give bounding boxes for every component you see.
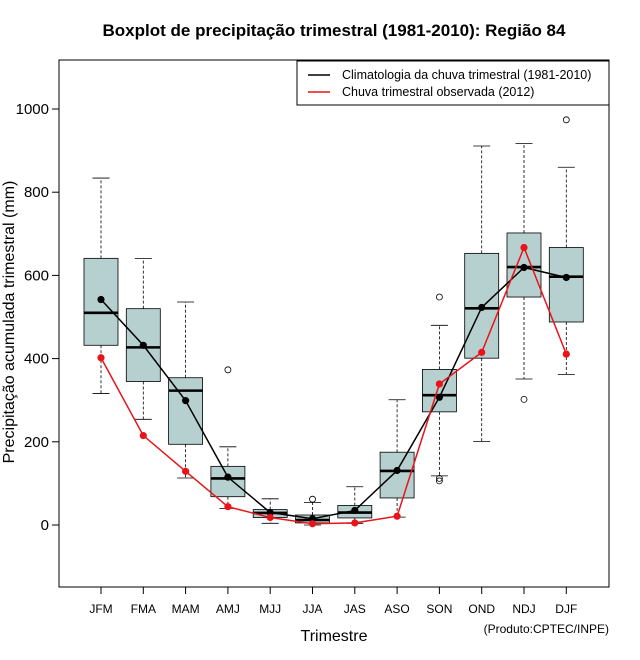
x-tick-label: ASO <box>384 602 409 616</box>
outlier-point <box>520 395 528 403</box>
series-point <box>224 473 232 481</box>
series-line <box>100 245 567 525</box>
box-body <box>210 465 246 498</box>
box-body <box>379 451 415 499</box>
legend-entry-label: Chuva trimestral observada (2012) <box>342 85 534 99</box>
y-tick-label: 1000 <box>16 101 49 118</box>
x-tick-label: SON <box>426 602 452 616</box>
box-fma <box>125 257 161 420</box>
box-body <box>168 377 204 445</box>
series-point <box>562 350 570 358</box>
series-point <box>478 303 486 312</box>
series-point <box>224 503 232 511</box>
box-mam <box>168 301 204 479</box>
series-point <box>139 431 147 440</box>
box-body <box>548 247 584 323</box>
x-tick-label: MAM <box>172 602 200 616</box>
plot-area: 0 200 400 600 800 1000 JFM FMA MAM AMJ MJJ JJA JAS AS… <box>16 59 610 616</box>
box-son <box>421 293 457 485</box>
series-point <box>351 506 359 515</box>
x-tick-label: NDJ <box>512 602 535 616</box>
x-tick-label: JAS <box>344 602 366 616</box>
x-tick-label: OND <box>468 602 495 616</box>
series-point <box>435 380 443 388</box>
series-point <box>351 519 359 527</box>
observed-series <box>97 243 570 528</box>
outlier-point <box>435 477 443 485</box>
series-point <box>393 512 401 520</box>
credit-text: (Produto:CPTEC/INPE) <box>484 622 609 636</box>
series-point <box>520 243 528 252</box>
x-tick-label: MJJ <box>259 602 281 616</box>
outlier-point <box>435 475 443 482</box>
series-point <box>308 520 317 528</box>
series-point <box>435 393 443 401</box>
box-jas <box>337 486 373 524</box>
series-point <box>97 295 105 304</box>
series-point <box>139 341 147 349</box>
outlier-point <box>435 293 443 301</box>
series-point <box>266 508 274 517</box>
series-point <box>393 466 401 475</box>
series-point <box>478 348 486 356</box>
series-point <box>308 515 317 523</box>
legend-entry-label: Climatologia da chuva trimestral (1981-2… <box>342 68 591 82</box>
series-line <box>100 266 567 520</box>
x-axis-label: Trimestre <box>301 628 368 645</box>
x-tick-label: DJF <box>555 602 577 616</box>
outlier-point <box>309 495 316 503</box>
y-tick-label: 400 <box>24 351 49 368</box>
y-axis-label: Precipitação acumulada trimestral (mm) <box>1 181 18 464</box>
series-point <box>97 354 105 362</box>
y-tick-label: 600 <box>24 267 49 284</box>
outlier-point <box>224 366 232 374</box>
x-tick-label: FMA <box>131 602 156 616</box>
box-amj <box>210 366 246 509</box>
x-tick-label: JFM <box>89 602 112 616</box>
climatology-series <box>97 263 570 523</box>
series-point <box>182 397 190 405</box>
y-tick-label: 800 <box>24 184 49 201</box>
legend: Climatologia da chuva trimestral (1981-2… <box>296 60 610 106</box>
box-ond <box>464 145 500 442</box>
x-tick-label: AMJ <box>216 602 240 616</box>
y-tick-label: 200 <box>24 434 49 451</box>
box-ndj <box>506 143 542 403</box>
legend-box <box>296 60 610 106</box>
x-tick-label: JJA <box>302 602 322 616</box>
series-point <box>520 263 528 272</box>
series-point <box>266 513 274 522</box>
box-aso <box>379 399 415 518</box>
box-djf <box>548 116 584 375</box>
series-point <box>562 273 570 282</box>
y-tick-label: 0 <box>41 517 49 534</box>
plot-frame <box>58 59 610 588</box>
outlier-point <box>562 116 570 124</box>
box-body <box>421 369 457 413</box>
chart-title: Boxplot de precipitação trimestral (1981… <box>103 21 566 40</box>
series-point <box>182 467 190 475</box>
